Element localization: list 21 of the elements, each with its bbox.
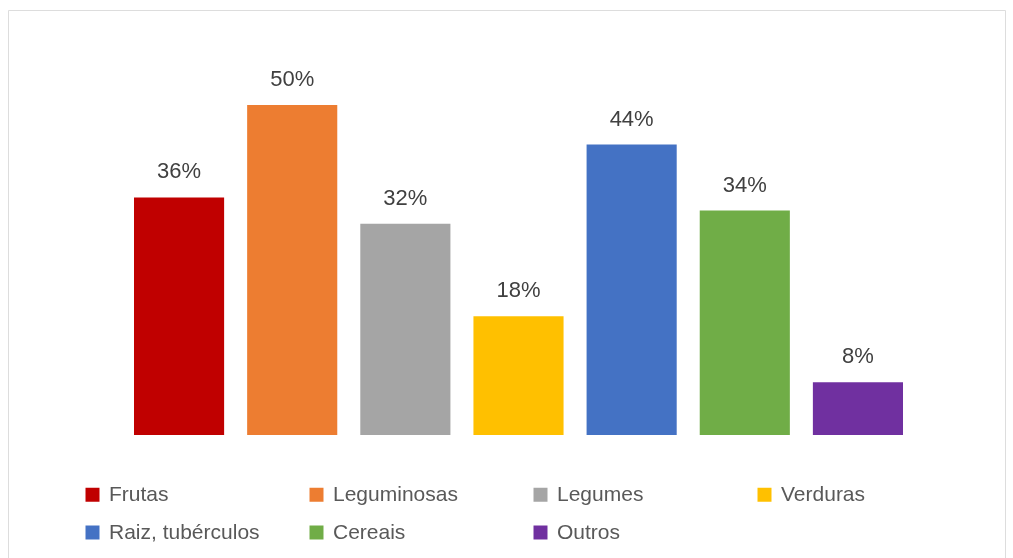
bar — [247, 105, 338, 435]
bar — [586, 144, 677, 435]
bar — [699, 210, 790, 435]
data-label: 34% — [722, 171, 767, 197]
data-label: 32% — [383, 184, 428, 210]
legend-label: Leguminosas — [333, 481, 458, 505]
legend-label: Verduras — [781, 481, 866, 505]
legend-label: Cereais — [333, 519, 406, 543]
legend-label: Frutas — [109, 481, 169, 505]
data-label: 36% — [157, 158, 202, 184]
bar — [134, 197, 225, 435]
data-label: 8% — [842, 343, 874, 369]
legend-label: Legumes — [557, 481, 644, 505]
data-label: 18% — [496, 277, 541, 303]
legend-label: Outros — [557, 519, 621, 543]
data-label: 44% — [609, 105, 654, 131]
bar — [473, 316, 564, 435]
data-label: 50% — [270, 66, 315, 91]
bar — [812, 382, 903, 435]
legend-label: Raiz, tubérculos — [109, 519, 260, 543]
bar — [360, 223, 451, 435]
